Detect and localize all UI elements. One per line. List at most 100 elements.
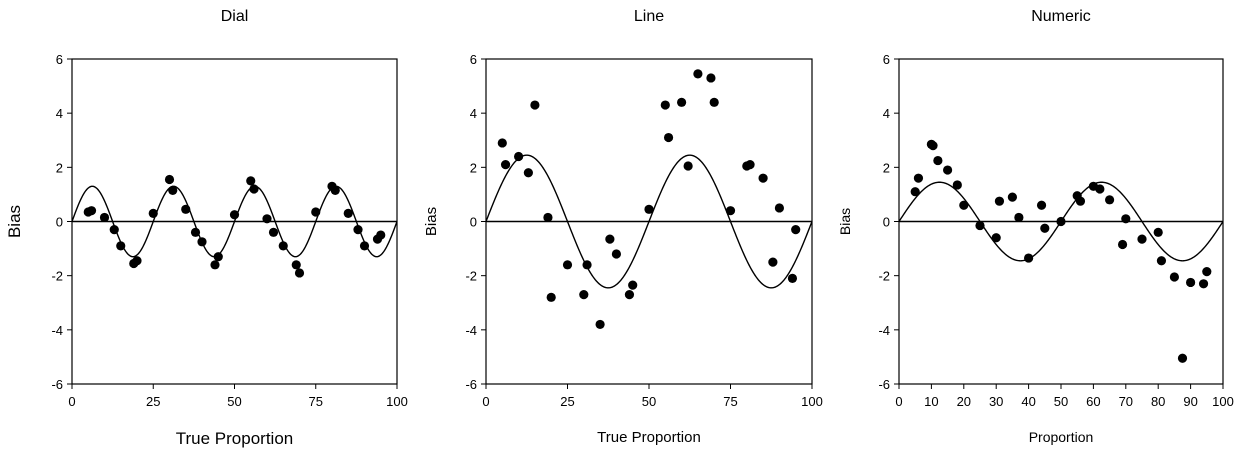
y-axis-label: Bias — [837, 208, 853, 235]
fit-curve — [71, 185, 398, 258]
y-tick-label: -6 — [465, 377, 477, 392]
data-point — [787, 273, 798, 283]
data-point — [229, 210, 240, 220]
y-tick-label: 2 — [56, 160, 63, 175]
x-tick-label: 60 — [1086, 394, 1100, 409]
data-point — [706, 73, 716, 83]
data-point — [116, 241, 126, 251]
data-point — [132, 256, 142, 266]
y-tick-label: 4 — [470, 106, 477, 121]
data-point — [1117, 239, 1128, 250]
x-tick-label: 90 — [1183, 394, 1197, 409]
data-point — [1177, 353, 1188, 363]
data-point — [928, 141, 938, 151]
data-point — [994, 196, 1005, 206]
y-tick-label: -2 — [51, 269, 63, 284]
data-point — [1121, 214, 1131, 224]
data-point — [543, 212, 553, 223]
x-tick-label: 75 — [309, 394, 323, 409]
panel-title: Dial — [221, 8, 249, 25]
x-tick-label: 0 — [895, 394, 902, 409]
data-point — [190, 227, 201, 237]
x-axis-label: True Proportion — [176, 429, 293, 448]
y-tick-label: 6 — [470, 52, 477, 67]
y-tick-label: -4 — [878, 323, 890, 338]
data-point — [1137, 234, 1147, 244]
data-point — [500, 160, 511, 170]
data-point — [1036, 200, 1047, 210]
data-point — [579, 290, 589, 300]
y-tick-label: 2 — [883, 160, 890, 175]
data-point — [268, 227, 279, 237]
data-point — [943, 165, 953, 175]
x-tick-label: 25 — [146, 394, 160, 409]
data-point — [611, 249, 622, 259]
x-tick-label: 30 — [989, 394, 1003, 409]
x-tick-label: 40 — [1021, 394, 1035, 409]
data-point — [262, 214, 272, 224]
data-point — [294, 268, 305, 278]
data-point — [197, 237, 207, 247]
x-tick-label: 70 — [1119, 394, 1133, 409]
data-point — [213, 252, 223, 262]
data-point — [774, 203, 785, 213]
data-point — [677, 97, 687, 107]
fit-curve — [485, 154, 813, 289]
y-tick-label: 0 — [56, 215, 63, 230]
y-tick-label: -4 — [51, 323, 63, 338]
data-point — [1075, 196, 1086, 206]
data-point — [497, 138, 507, 148]
data-point — [359, 241, 370, 251]
data-point — [758, 173, 768, 183]
x-tick-label: 100 — [386, 394, 408, 409]
data-point — [952, 180, 962, 190]
x-axis-label: Proportion — [1029, 429, 1094, 445]
y-tick-label: -2 — [878, 269, 890, 284]
chart-panel-line: Line -6 -4 -2 0 2 4 6 0 25 50 75 100 True Proportion B… — [423, 8, 823, 446]
data-point — [725, 206, 736, 216]
y-tick-label: -2 — [465, 269, 477, 284]
y-tick-label: -4 — [465, 323, 477, 338]
data-point — [959, 200, 969, 210]
data-point — [376, 230, 386, 240]
data-point — [148, 208, 158, 218]
x-tick-label: 100 — [1212, 394, 1234, 409]
chart-panel-dial: Dial -6 -4 -2 0 2 4 6 0 25 50 75 100 True Proportion B… — [5, 8, 408, 448]
data-point — [1156, 256, 1167, 266]
data-point — [1198, 279, 1209, 289]
data-point — [1014, 212, 1024, 223]
x-tick-label: 0 — [482, 394, 489, 409]
data-point — [709, 97, 719, 107]
y-axis-label: Bias — [5, 205, 24, 238]
data-point — [249, 184, 259, 194]
data-point — [693, 69, 703, 79]
data-point — [291, 260, 301, 270]
data-point — [530, 100, 540, 110]
x-tick-label: 10 — [924, 394, 938, 409]
data-point — [246, 176, 256, 186]
data-point — [562, 260, 573, 270]
data-point — [210, 260, 220, 270]
data-point — [343, 208, 353, 218]
data-point — [1105, 195, 1115, 205]
data-point — [164, 174, 175, 185]
data-point — [330, 185, 340, 195]
x-tick-label: 75 — [723, 394, 737, 409]
x-axis-label: True Proportion — [597, 429, 701, 446]
data-point — [582, 260, 592, 270]
data-point — [546, 292, 556, 302]
x-tick-label: 0 — [68, 394, 75, 409]
data-point — [168, 185, 178, 195]
data-point — [99, 212, 110, 223]
data-point — [683, 161, 693, 171]
data-point — [660, 100, 670, 110]
x-tick-label: 80 — [1151, 394, 1165, 409]
y-tick-label: 2 — [470, 160, 477, 175]
data-point — [1186, 277, 1196, 288]
x-tick-label: 20 — [957, 394, 971, 409]
data-point — [628, 280, 638, 290]
data-point — [991, 233, 1001, 243]
data-point — [644, 204, 654, 214]
